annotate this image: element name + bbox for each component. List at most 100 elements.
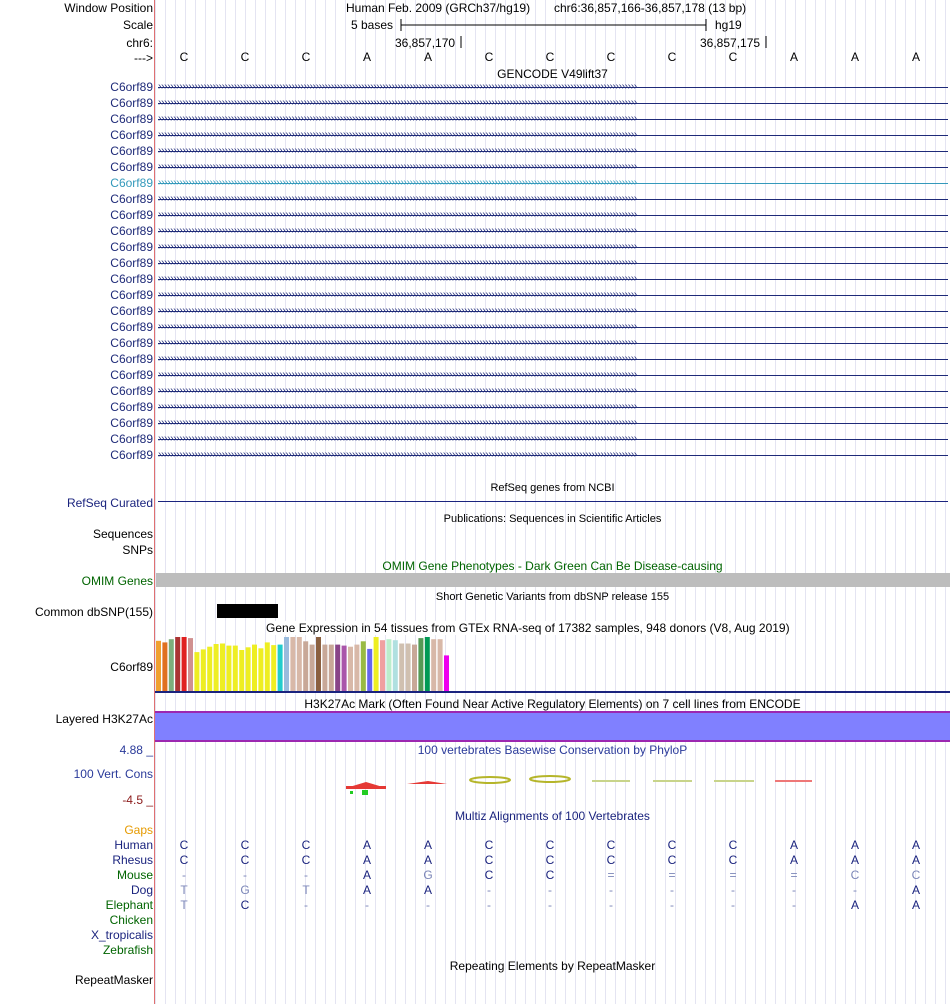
transcript-label[interactable]: C6orf89 <box>110 112 153 126</box>
dbsnp-variant[interactable] <box>217 604 278 618</box>
transcript-label[interactable]: C6orf89 <box>110 352 153 366</box>
transcript-line[interactable] <box>158 407 948 408</box>
cons-label[interactable]: 100 Vert. Cons <box>73 767 153 781</box>
gtex-tissue-bar[interactable] <box>245 647 251 691</box>
gtex-tissue-bar[interactable] <box>322 644 328 691</box>
transcript-line[interactable] <box>158 119 948 120</box>
gtex-tissue-bar[interactable] <box>239 650 245 691</box>
dbsnp-label[interactable]: Common dbSNP(155) <box>34 605 153 619</box>
conservation-logo[interactable] <box>0 0 950 800</box>
transcript-line[interactable] <box>158 167 948 168</box>
transcript-line[interactable] <box>158 311 948 312</box>
gtex-tissue-bar[interactable] <box>213 644 219 691</box>
transcript-label[interactable]: C6orf89 <box>110 224 153 238</box>
transcript-line[interactable] <box>158 327 948 328</box>
transcript-label[interactable]: C6orf89 <box>110 400 153 414</box>
sequences-label[interactable]: Sequences <box>92 527 153 541</box>
gtex-tissue-bar[interactable] <box>156 640 161 691</box>
h3k27ac-signal[interactable] <box>155 711 950 742</box>
gtex-tissue-bar[interactable] <box>168 639 174 691</box>
transcript-line[interactable] <box>158 183 948 184</box>
gtex-tissue-bar[interactable] <box>360 641 366 691</box>
gtex-tissue-bar[interactable] <box>424 637 430 691</box>
gtex-tissue-bar[interactable] <box>194 652 200 691</box>
species-label[interactable]: Chicken <box>109 913 153 927</box>
transcript-label[interactable]: C6orf89 <box>110 128 153 142</box>
transcript-label[interactable]: C6orf89 <box>110 384 153 398</box>
transcript-label[interactable]: C6orf89 <box>110 272 153 286</box>
omim-feature[interactable] <box>156 573 950 587</box>
gtex-tissue-bar[interactable] <box>328 644 334 691</box>
gtex-tissue-bar[interactable] <box>335 644 341 691</box>
species-label[interactable]: X_tropicalis <box>90 928 153 942</box>
transcript-label[interactable]: C6orf89 <box>110 336 153 350</box>
gtex-tissue-bar[interactable] <box>226 645 232 691</box>
gtex-label[interactable]: C6orf89 <box>110 660 153 674</box>
gtex-tissue-bar[interactable] <box>309 644 315 691</box>
gtex-tissue-bar[interactable] <box>188 638 193 691</box>
transcript-label[interactable]: C6orf89 <box>110 416 153 430</box>
gtex-tissue-bar[interactable] <box>232 645 238 691</box>
transcript-label[interactable]: C6orf89 <box>110 288 153 302</box>
transcript-line[interactable] <box>158 231 948 232</box>
gtex-tissue-bar[interactable] <box>258 648 264 691</box>
transcript-line[interactable] <box>158 151 948 152</box>
gtex-tissue-bar[interactable] <box>412 644 417 691</box>
transcript-label[interactable]: C6orf89 <box>110 144 153 158</box>
gtex-tissue-bar[interactable] <box>284 637 289 691</box>
gtex-tissue-bar[interactable] <box>303 641 309 691</box>
transcript-line[interactable] <box>158 343 948 344</box>
species-label[interactable]: Human <box>114 838 153 852</box>
gtex-tissue-bar[interactable] <box>354 644 360 691</box>
transcript-line[interactable] <box>158 375 948 376</box>
gtex-tissue-bar[interactable] <box>181 637 187 691</box>
transcript-line[interactable] <box>158 215 948 216</box>
transcript-line[interactable] <box>158 247 948 248</box>
gtex-tissue-bar[interactable] <box>162 642 168 691</box>
transcript-label[interactable]: C6orf89 <box>110 448 153 462</box>
gtex-tissue-bar[interactable] <box>252 644 257 691</box>
gtex-tissue-bar[interactable] <box>386 639 392 691</box>
omim-label[interactable]: OMIM Genes <box>81 574 153 588</box>
transcript-line[interactable] <box>158 199 948 200</box>
gtex-tissue-bar[interactable] <box>271 645 277 691</box>
gtex-tissue-bar[interactable] <box>373 637 379 691</box>
transcript-label[interactable]: C6orf89 <box>110 208 153 222</box>
species-label[interactable]: Dog <box>130 883 153 897</box>
gtex-tissue-bar[interactable] <box>418 638 424 691</box>
gtex-chart[interactable] <box>0 0 950 700</box>
transcript-label[interactable]: C6orf89 <box>110 432 153 446</box>
transcript-line[interactable] <box>158 455 948 456</box>
gtex-tissue-bar[interactable] <box>444 655 449 691</box>
gtex-tissue-bar[interactable] <box>437 639 443 691</box>
refseq-label[interactable]: RefSeq Curated <box>66 496 153 510</box>
gtex-tissue-bar[interactable] <box>392 640 398 691</box>
repeatmasker-label[interactable]: RepeatMasker <box>74 973 153 987</box>
gtex-tissue-bar[interactable] <box>341 645 347 691</box>
gtex-tissue-bar[interactable] <box>348 646 353 691</box>
species-label[interactable]: Mouse <box>116 868 153 882</box>
gtex-tissue-bar[interactable] <box>399 643 405 692</box>
transcript-label[interactable]: C6orf89 <box>110 304 153 318</box>
gtex-tissue-bar[interactable] <box>316 637 321 691</box>
transcript-line[interactable] <box>158 263 948 264</box>
snps-label[interactable]: SNPs <box>122 543 153 557</box>
species-label[interactable]: Rhesus <box>112 853 153 867</box>
gtex-tissue-bar[interactable] <box>367 648 373 691</box>
gtex-tissue-bar[interactable] <box>405 643 411 692</box>
gtex-tissue-bar[interactable] <box>296 637 302 691</box>
transcript-line[interactable] <box>158 279 948 280</box>
transcript-label[interactable]: C6orf89 <box>110 240 153 254</box>
position-text[interactable]: chr6:36,857,166-36,857,178 (13 bp) <box>554 1 747 15</box>
transcript-label[interactable]: C6orf89 <box>110 80 153 94</box>
species-label[interactable]: Zebrafish <box>102 943 153 957</box>
gtex-tissue-bar[interactable] <box>207 646 213 691</box>
transcript-label[interactable]: C6orf89 <box>110 160 153 174</box>
transcript-line[interactable] <box>158 135 948 136</box>
refseq-line[interactable] <box>158 501 948 502</box>
transcript-label[interactable]: C6orf89 <box>110 256 153 270</box>
transcript-line[interactable] <box>158 87 948 88</box>
species-label[interactable]: Elephant <box>105 898 153 912</box>
gtex-tissue-bar[interactable] <box>200 649 206 691</box>
transcript-line[interactable] <box>158 103 948 104</box>
